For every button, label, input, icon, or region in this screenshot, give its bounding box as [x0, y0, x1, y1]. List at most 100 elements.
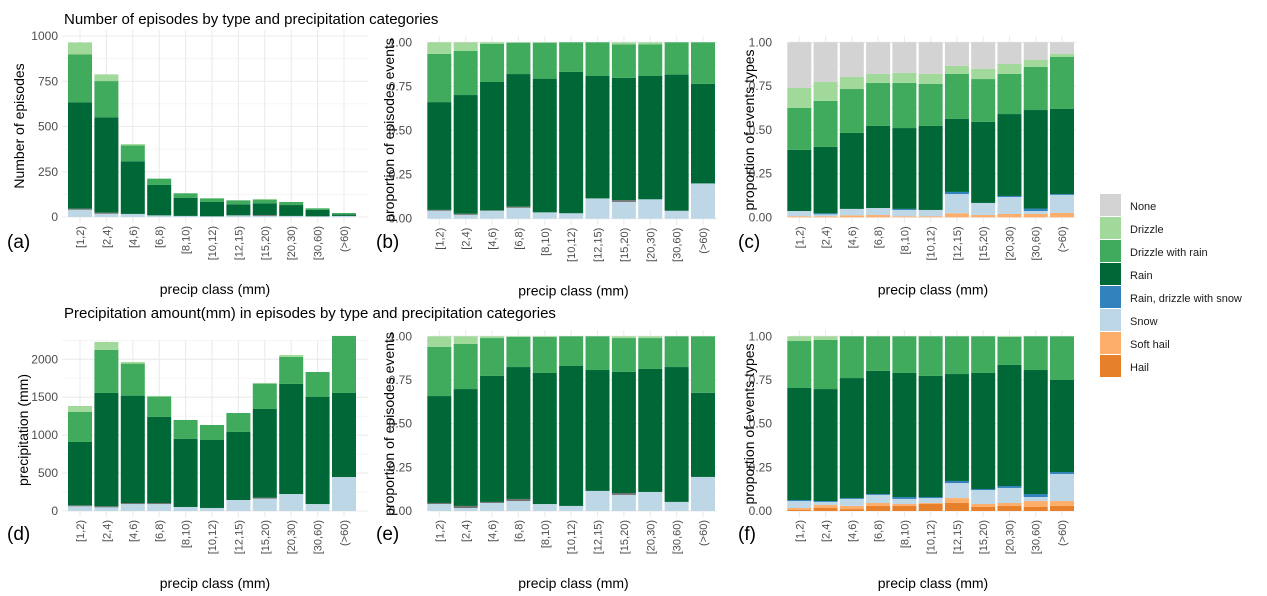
bar-segment-drizzle — [892, 72, 917, 83]
bar-segment-dwr — [1023, 336, 1048, 371]
bar-segment-rdws — [1050, 472, 1074, 474]
bar-segment-softhail — [944, 213, 969, 218]
bar-segment-dwr — [997, 336, 1022, 365]
bar-segment-rain — [813, 389, 838, 502]
bar-segment-drizzle — [839, 76, 864, 90]
y-tick-label: 0.50 — [749, 417, 773, 431]
bar-segment-unlisted — [252, 497, 277, 499]
x-tick-label: [20,30) — [1004, 520, 1016, 554]
bar-segment-unlisted — [147, 503, 172, 505]
bar-segment-snow — [68, 209, 92, 217]
bar-segment-dwr — [611, 338, 636, 372]
y-tick-label: 0.75 — [749, 373, 773, 387]
bar-segment-rdws — [787, 499, 812, 502]
bar-segment-dwr — [787, 107, 812, 150]
y-tick-label: 500 — [38, 120, 58, 134]
bar-segment-snow — [638, 491, 663, 511]
bar-segment-dwr — [1023, 66, 1048, 111]
bar-segment-dwr — [453, 50, 478, 96]
bar-segment-drizzle — [68, 405, 92, 412]
bar-segment-softhail — [892, 216, 917, 218]
bar-segment-snow — [332, 215, 356, 217]
bar-segment-softhail — [918, 502, 943, 505]
bar-segment-snow — [866, 208, 891, 216]
bar-segment-rain — [839, 132, 864, 209]
bar-segment-drizzle — [971, 68, 996, 80]
bar-segment-snow — [892, 209, 917, 217]
x-tick-label: (>60) — [339, 520, 351, 546]
bar-segment-unlisted — [68, 505, 92, 507]
bar-segment-snow — [200, 216, 224, 217]
bar-segment-dwr — [147, 178, 172, 185]
bar-segment-rain — [94, 117, 119, 213]
bar-segment-none — [839, 42, 864, 77]
x-tick-label: [10,12) — [207, 226, 219, 260]
bar-segment-unlisted — [94, 506, 119, 508]
x-tick-label: [12,15) — [952, 520, 964, 554]
bar-segment-dwr — [305, 371, 330, 397]
x-tick-label: [12,15) — [233, 520, 245, 554]
bar-segment-drizzle — [611, 336, 636, 339]
x-tick-label: [2,4) — [821, 520, 833, 542]
bar-segment-snow — [1023, 211, 1048, 214]
bar-segment-drizzle — [68, 42, 92, 55]
bars — [68, 335, 356, 511]
panel-b: 0.00 0.25 0.50 0.75 1.00 [1,2) [2,4) [4,6) [6,8)… — [376, 35, 717, 299]
legend-swatch — [1100, 217, 1121, 239]
x-tick-label: [6,8) — [873, 226, 885, 248]
bar-segment-softhail — [997, 502, 1022, 506]
x-tick-label: (>60) — [1057, 226, 1069, 252]
bar-segment-rain — [200, 440, 224, 508]
bar-segment-rdws — [839, 498, 864, 499]
bar-segment-snow — [1050, 473, 1074, 502]
bar-segment-dwr — [997, 73, 1022, 115]
bar-segment-unlisted — [94, 212, 119, 214]
y-tick-label: 750 — [38, 74, 58, 88]
legend-item-hail: Hail — [1100, 355, 1149, 377]
bar-segment-hail — [787, 509, 812, 511]
bar-segment-snow — [173, 506, 198, 511]
bar-segment-dwr — [252, 383, 277, 409]
x-tick-label: [8,10) — [540, 520, 552, 548]
bar-segment-unlisted — [480, 501, 505, 503]
bar-segment-drizzle — [1023, 59, 1048, 67]
y-axis-label: proportion of episodes events — [381, 332, 397, 516]
bar-segment-snow — [200, 507, 224, 511]
x-tick-label: [1,2) — [794, 226, 806, 248]
legend-label: Rain, drizzle with snow — [1130, 293, 1242, 305]
y-tick-label: 1.00 — [749, 329, 773, 343]
bar-segment-drizzle — [453, 42, 478, 51]
y-axis-label: proportion of episodes events — [381, 38, 397, 222]
bar-segment-rdws — [813, 213, 838, 215]
legend-item-none: None — [1100, 194, 1156, 216]
x-tick-label: [12,15) — [233, 226, 245, 260]
bar-segment-snow — [279, 215, 304, 217]
x-tick-label: [10,12) — [566, 520, 578, 554]
bar-segment-dwr — [866, 336, 891, 371]
x-tick-label: [1,2) — [434, 228, 446, 250]
bar-segment-drizzle — [866, 73, 891, 83]
bar-segment-dwr — [691, 42, 715, 84]
bar-segment-snow — [585, 490, 610, 511]
y-axis-label: precipitation (mm) — [15, 374, 31, 486]
bar-segment-rain — [506, 74, 531, 207]
bar-segment-rdws — [997, 486, 1022, 488]
bars — [427, 336, 715, 511]
bar-segment-rain — [1023, 110, 1048, 209]
bar-segment-snow — [120, 504, 145, 511]
bar-segment-rain — [453, 389, 478, 506]
x-tick-label: [4,6) — [128, 226, 140, 248]
x-axis-label: precip class (mm) — [518, 283, 628, 299]
bar-segment-dwr — [279, 201, 304, 206]
bar-segment-dwr — [173, 193, 198, 198]
x-tick-label: [4,6) — [128, 520, 140, 542]
bar-segment-drizzle — [252, 382, 277, 384]
bar-segment-snow — [147, 215, 172, 217]
bar-segment-dwr — [1050, 57, 1074, 109]
bar-segment-drizzle — [453, 336, 478, 344]
bar-segment-dwr — [611, 44, 636, 78]
bar-segment-drizzle — [997, 64, 1022, 74]
x-tick-label: [8,10) — [899, 520, 911, 548]
bar-segment-rdws — [892, 208, 917, 210]
